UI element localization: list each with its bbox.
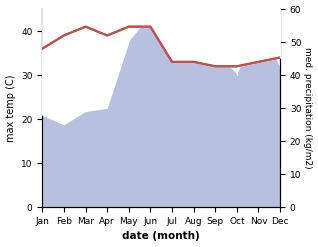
X-axis label: date (month): date (month) [122,231,200,242]
Y-axis label: max temp (C): max temp (C) [5,74,16,142]
Y-axis label: med. precipitation (kg/m2): med. precipitation (kg/m2) [303,47,313,169]
